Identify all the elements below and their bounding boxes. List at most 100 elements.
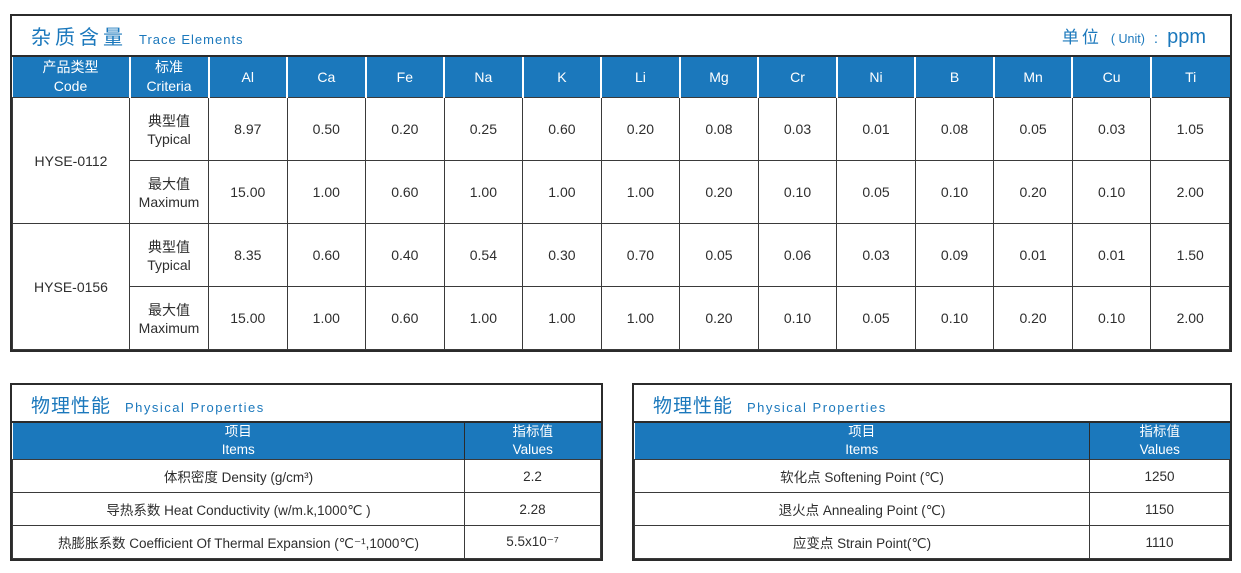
physical-right-title-en: Physical Properties (747, 400, 887, 415)
value-cell-k: 1.00 (522, 286, 602, 350)
trace-header-row: 产品类型 Code 标准 Criteria Al Ca Fe Na K Li Mg Cr Ni B… (12, 57, 1230, 98)
criteria-zh: 典型值 (148, 113, 190, 129)
value-cell-ca: 1.00 (286, 160, 367, 224)
physical-left-title-bar: 物理性能 Physical Properties (12, 385, 601, 423)
column-header-li: Li (600, 57, 680, 98)
value-cell-ca: 0.50 (286, 97, 367, 161)
column-header-mn: Mn (992, 57, 1073, 98)
value-cell-ni: 0.03 (836, 223, 916, 287)
property-item-cell: 热膨胀系数 Coefficient Of Thermal Expansion (… (12, 525, 465, 560)
property-value-cell: 5.5x10⁻⁷ (464, 525, 601, 560)
value-cell-ni: 0.05 (836, 160, 916, 224)
column-header-mg: Mg (678, 57, 759, 98)
column-header-code-en: Code (53, 78, 88, 94)
unit-label-zh: 单位 (1061, 27, 1102, 47)
property-value-cell: 1110 (1089, 525, 1230, 560)
value-cell-k: 0.60 (522, 97, 602, 161)
value-cell-cr: 0.06 (757, 223, 838, 287)
trace-elements-panel: 杂质含量 Trace Elements 单位 ( Unit) : ppm 产品类… (10, 14, 1232, 352)
column-header-items-zh: 项目 (224, 424, 252, 439)
value-cell-fe: 0.60 (365, 286, 445, 350)
property-item-cell: 应变点 Strain Point(℃) (634, 525, 1090, 560)
value-cell-cr: 0.10 (757, 160, 838, 224)
column-header-values: 指标值 Values (1089, 423, 1230, 460)
value-cell-na: 0.25 (443, 97, 524, 161)
column-header-values-en: Values (512, 442, 553, 458)
value-cell-ti: 1.05 (1150, 97, 1230, 161)
unit-label-en: ( Unit) (1110, 31, 1145, 46)
unit-label: 单位 ( Unit) : ppm (1062, 23, 1206, 49)
column-header-values-zh: 指标值 (512, 424, 554, 439)
property-value-cell: 1150 (1089, 492, 1230, 527)
value-cell-li: 0.70 (600, 223, 681, 287)
value-cell-b: 0.10 (914, 286, 995, 350)
product-code-cell: HYSE-0112 (12, 97, 130, 224)
trace-title: 杂质含量 Trace Elements (31, 21, 244, 50)
value-cell-ti: 2.00 (1150, 160, 1230, 224)
value-cell-al: 15.00 (208, 286, 288, 350)
physical-left-title-zh: 物理性能 (31, 396, 112, 417)
value-cell-al: 15.00 (208, 160, 288, 224)
column-header-k: K (521, 57, 602, 98)
table-row: 软化点 Softening Point (℃) 1250 (634, 459, 1230, 494)
column-header-code-zh: 产品类型 (42, 59, 99, 76)
trace-table-body: HYSE-0112 典型值 Typical 8.97 0.50 0.20 0.25 0.60 0… (12, 97, 1230, 350)
criteria-zh: 最大值 (148, 176, 190, 192)
column-header-values-en: Values (1139, 442, 1180, 458)
value-cell-cu: 0.10 (1071, 286, 1152, 350)
value-cell-cu: 0.01 (1071, 223, 1152, 287)
value-cell-fe: 0.60 (365, 160, 445, 224)
column-header-items-en: Items (845, 442, 879, 458)
column-header-values-zh: 指标值 (1139, 424, 1181, 439)
physical-properties-panel-right: 物理性能 Physical Properties 项目 Items 指标值 Va… (632, 383, 1232, 562)
value-cell-mn: 0.20 (993, 286, 1073, 350)
value-cell-k: 0.30 (522, 223, 602, 287)
table-row: 应变点 Strain Point(℃) 1110 (634, 525, 1230, 560)
table-row: 热膨胀系数 Coefficient Of Thermal Expansion (… (12, 525, 601, 560)
column-header-code: 产品类型 Code (12, 57, 130, 98)
physical-left-header-row: 项目 Items 指标值 Values (12, 423, 601, 460)
value-cell-fe: 0.40 (365, 223, 445, 287)
value-cell-cr: 0.10 (757, 286, 838, 350)
value-cell-li: 0.20 (600, 97, 681, 161)
physical-left-title-en: Physical Properties (125, 400, 265, 415)
value-cell-mg: 0.20 (679, 160, 759, 224)
trace-title-zh: 杂质含量 (31, 27, 127, 49)
unit-value: ppm (1167, 25, 1206, 48)
table-row: 导热系数 Heat Conductivity (w/m.k,1000℃ ) 2.2… (12, 492, 601, 527)
value-cell-cr: 0.03 (757, 97, 838, 161)
value-cell-li: 1.00 (600, 286, 681, 350)
physical-left-body: 体积密度 Density (g/cm³) 2.2 导热系数 Heat Conduct… (12, 459, 601, 560)
table-row: HYSE-0156 典型值 Typical 8.35 0.60 0.40 0.54 0.30 0… (12, 223, 1230, 350)
value-cell-mn: 0.20 (993, 160, 1073, 224)
criteria-cell: 典型值 Typical (129, 223, 209, 287)
criteria-en: Typical (147, 131, 191, 147)
table-row: 体积密度 Density (g/cm³) 2.2 (12, 459, 601, 494)
value-cell-b: 0.09 (914, 223, 995, 287)
value-cell-al: 8.97 (208, 97, 288, 161)
value-cell-mg: 0.05 (679, 223, 759, 287)
property-item-cell: 退火点 Annealing Point (℃) (634, 492, 1090, 527)
value-cell-na: 1.00 (443, 286, 524, 350)
criteria-zh: 最大值 (148, 302, 190, 318)
value-cell-li: 1.00 (600, 160, 681, 224)
column-header-ti: Ti (1149, 57, 1230, 98)
criteria-zh: 典型值 (148, 239, 190, 255)
criteria-cell: 最大值 Maximum (129, 160, 209, 224)
trace-title-bar: 杂质含量 Trace Elements 单位 ( Unit) : ppm (12, 16, 1230, 57)
value-cell-cu: 0.10 (1071, 160, 1152, 224)
physical-left-table: 项目 Items 指标值 Values 体积密度 Density (g/cm³)… (12, 423, 601, 560)
value-cell-b: 0.08 (914, 97, 995, 161)
value-cell-mn: 0.05 (993, 97, 1073, 161)
criteria-cell: 典型值 Typical (129, 97, 209, 161)
value-cell-fe: 0.20 (365, 97, 445, 161)
column-header-items-en: Items (221, 442, 255, 458)
value-cell-ni: 0.01 (836, 97, 916, 161)
value-cell-ti: 1.50 (1150, 223, 1230, 287)
physical-right-title-zh: 物理性能 (653, 396, 734, 417)
physical-right-header-row: 项目 Items 指标值 Values (634, 423, 1230, 460)
physical-right-body: 软化点 Softening Point (℃) 1250 退火点 Annealing… (634, 459, 1230, 560)
trace-title-en: Trace Elements (139, 32, 244, 47)
value-cell-mg: 0.08 (679, 97, 759, 161)
unit-colon: : (1153, 29, 1159, 47)
